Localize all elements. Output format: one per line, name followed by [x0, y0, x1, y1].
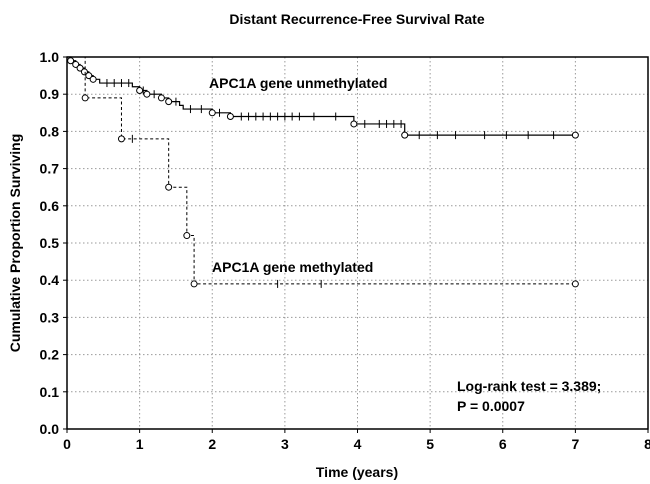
x-tick-label: 6: [499, 436, 507, 452]
event-marker-unmethylated: [350, 120, 358, 128]
x-tick-label: 0: [63, 436, 71, 452]
unmethylated-label: APC1A gene unmethylated: [209, 75, 387, 91]
event-marker-unmethylated: [89, 75, 97, 83]
y-tick-label: 0.8: [40, 123, 60, 139]
x-tick-label: 3: [281, 436, 289, 452]
x-tick-label: 5: [426, 436, 434, 452]
event-marker-unmethylated: [80, 68, 88, 76]
event-marker-unmethylated: [67, 57, 75, 65]
y-tick-label: 0.2: [40, 347, 60, 363]
x-tick-label: 7: [571, 436, 579, 452]
end-marker-methylated: [571, 280, 579, 288]
log-rank-text: Log-rank test = 3.389;: [457, 378, 601, 394]
y-tick-label: 1.0: [40, 49, 60, 65]
x-tick-label: 4: [354, 436, 362, 452]
event-marker-unmethylated: [76, 64, 84, 72]
x-tick-label: 1: [136, 436, 144, 452]
event-marker-unmethylated: [85, 72, 93, 80]
p-value-text: P = 0.0007: [457, 398, 525, 414]
grid: [67, 57, 648, 429]
event-marker-methylated: [190, 280, 198, 288]
series-layer: [67, 56, 579, 288]
x-axis-label: Time (years): [316, 464, 398, 480]
event-marker-unmethylated: [401, 131, 409, 139]
x-axis: 0 1 2 3 4 5 6 7 8: [63, 429, 650, 452]
y-tick-label: 0.3: [40, 309, 60, 325]
series-unmethylated: [67, 56, 579, 140]
y-tick-label: 0.7: [40, 161, 60, 177]
event-marker-methylated: [117, 135, 125, 143]
y-tick-label: 0.0: [40, 421, 60, 437]
series-line-methylated: [67, 56, 576, 285]
y-tick-label: 0.1: [40, 384, 60, 400]
event-marker-methylated: [165, 183, 173, 191]
y-tick-label: 0.4: [40, 272, 60, 288]
y-axis: 0.0 0.1 0.2 0.3 0.4 0.5 0.6 0.7 0.8 0.9 1.0: [40, 49, 67, 437]
series-methylated: [67, 56, 579, 288]
y-tick-label: 0.9: [40, 86, 60, 102]
event-marker-unmethylated: [143, 90, 151, 98]
x-tick-label: 8: [644, 436, 650, 452]
y-axis-label: Cumulative Proportion Surviving: [7, 134, 23, 353]
event-marker-unmethylated: [226, 113, 234, 121]
y-tick-label: 0.5: [40, 235, 60, 251]
event-marker-unmethylated: [72, 60, 80, 68]
event-marker-unmethylated: [165, 98, 173, 106]
event-marker-unmethylated: [136, 86, 144, 94]
chart-title: Distant Recurrence-Free Survival Rate: [229, 11, 484, 27]
end-marker-unmethylated: [571, 131, 579, 139]
x-tick-label: 2: [208, 436, 216, 452]
y-tick-label: 0.6: [40, 198, 60, 214]
event-marker-unmethylated: [208, 109, 216, 117]
event-marker-methylated: [183, 232, 191, 240]
methylated-label: APC1A gene methylated: [212, 259, 373, 275]
event-marker-methylated: [81, 94, 89, 102]
event-marker-unmethylated: [157, 94, 165, 102]
series-line-unmethylated: [67, 56, 576, 136]
